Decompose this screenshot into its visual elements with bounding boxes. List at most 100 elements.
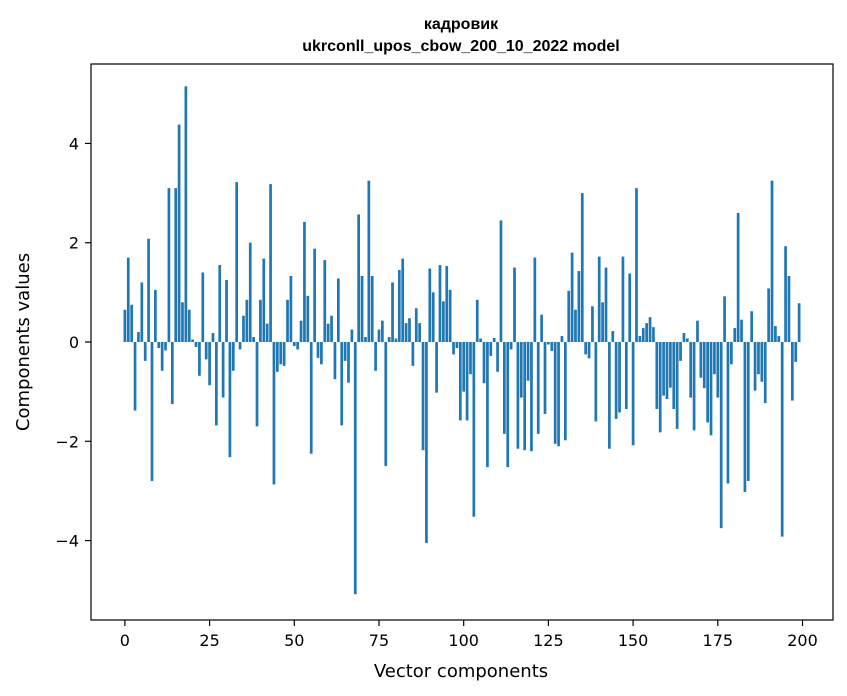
bar-component-157 [655, 342, 659, 410]
bar-component-170 [699, 342, 703, 378]
bar-component-43 [269, 184, 272, 342]
x-tick-label-0: 0 [120, 631, 130, 650]
bar-component-48 [286, 299, 289, 342]
y-axis-label: Components values [13, 253, 34, 431]
bar-component-135 [580, 193, 584, 342]
bar-component-119 [526, 342, 530, 381]
bar-component-47 [282, 342, 286, 366]
bar-component-194 [780, 342, 784, 537]
bar-component-171 [702, 342, 706, 389]
bar-component-100 [462, 342, 466, 392]
bar-component-160 [665, 342, 669, 400]
bar-component-92 [435, 342, 438, 393]
bar-component-141 [601, 302, 604, 342]
bar-component-105 [479, 338, 482, 342]
bar-component-23 [201, 272, 205, 342]
bar-component-191 [770, 180, 774, 342]
bar-component-71 [364, 337, 367, 342]
bar-component-3 [133, 342, 137, 411]
bar-component-49 [289, 275, 293, 342]
bar-component-127 [553, 342, 557, 444]
bar-component-67 [350, 329, 354, 342]
bar-component-80 [394, 338, 398, 342]
bar-component-91 [431, 292, 435, 342]
bar-component-126 [550, 342, 554, 351]
bar-component-136 [584, 342, 588, 355]
bar-component-99 [458, 342, 462, 421]
bar-component-186 [753, 342, 757, 391]
bar-component-173 [709, 342, 713, 436]
bar-component-42 [265, 323, 269, 342]
bar-component-168 [692, 342, 696, 431]
bar-component-146 [618, 342, 621, 413]
bar-component-118 [523, 342, 527, 451]
bar-component-112 [503, 342, 506, 434]
bar-component-12 [164, 342, 167, 351]
bar-component-189 [763, 342, 767, 404]
bar-component-30 [225, 279, 228, 342]
bar-component-73 [370, 275, 374, 342]
bar-component-129 [560, 336, 564, 342]
x-tick-label-100: 100 [448, 631, 479, 650]
bar-component-175 [716, 342, 720, 398]
bar-component-185 [750, 311, 754, 342]
bar-component-97 [452, 342, 455, 355]
bar-component-125 [547, 342, 550, 345]
bar-component-85 [411, 342, 415, 366]
chart-title-line-2: ukrconll_upos_cbow_200_10_2022 model [302, 38, 619, 55]
chart-title-line-1: кадровик [424, 16, 499, 33]
x-tick-label-150: 150 [618, 631, 649, 650]
bar-component-63 [336, 278, 340, 342]
bar-component-192 [774, 326, 777, 342]
y-tick-label--4: −4 [55, 532, 79, 551]
bar-component-46 [279, 342, 283, 365]
y-axis-ticks: −4 −2 0 2 4 [55, 134, 91, 551]
bar-component-83 [404, 323, 408, 342]
x-tick-label-25: 25 [199, 631, 219, 650]
bar-component-54 [306, 295, 310, 342]
bar-component-78 [387, 337, 391, 342]
y-tick-label-2: 2 [69, 234, 79, 253]
bar-component-117 [519, 342, 523, 398]
bar-component-196 [787, 275, 791, 342]
bar-series [123, 86, 801, 595]
bar-component-86 [414, 308, 418, 342]
bar-component-89 [425, 342, 428, 544]
bar-component-114 [509, 342, 513, 350]
bar-component-84 [408, 318, 411, 342]
bar-component-134 [577, 271, 581, 342]
bar-component-177 [723, 296, 726, 342]
bar-component-183 [743, 342, 747, 492]
bar-component-133 [574, 309, 577, 342]
bar-component-13 [167, 188, 171, 342]
x-tick-label-50: 50 [284, 631, 304, 650]
bar-component-172 [706, 342, 709, 423]
bar-component-34 [238, 342, 242, 350]
bar-component-110 [496, 342, 499, 372]
bar-component-180 [733, 328, 737, 342]
bar-component-143 [608, 342, 611, 449]
bar-component-40 [259, 299, 262, 342]
x-tick-label-175: 175 [703, 631, 734, 650]
bar-component-82 [401, 258, 405, 342]
bar-component-38 [252, 337, 255, 342]
bar-component-115 [513, 267, 516, 342]
bar-component-26 [211, 333, 215, 342]
bar-component-53 [303, 221, 306, 342]
bar-component-128 [557, 342, 560, 447]
bar-component-39 [255, 342, 259, 427]
bar-component-162 [672, 342, 676, 410]
bar-component-109 [492, 338, 496, 342]
bar-component-6 [143, 342, 147, 361]
bar-component-68 [353, 342, 357, 595]
x-tick-label-125: 125 [533, 631, 564, 650]
bar-component-70 [360, 275, 364, 342]
bar-component-124 [543, 342, 547, 414]
bar-component-11 [160, 342, 164, 371]
bar-component-95 [445, 266, 449, 342]
bar-component-148 [624, 342, 628, 410]
bar-component-52 [299, 320, 303, 342]
bar-component-195 [784, 246, 787, 342]
bar-component-101 [465, 342, 469, 421]
